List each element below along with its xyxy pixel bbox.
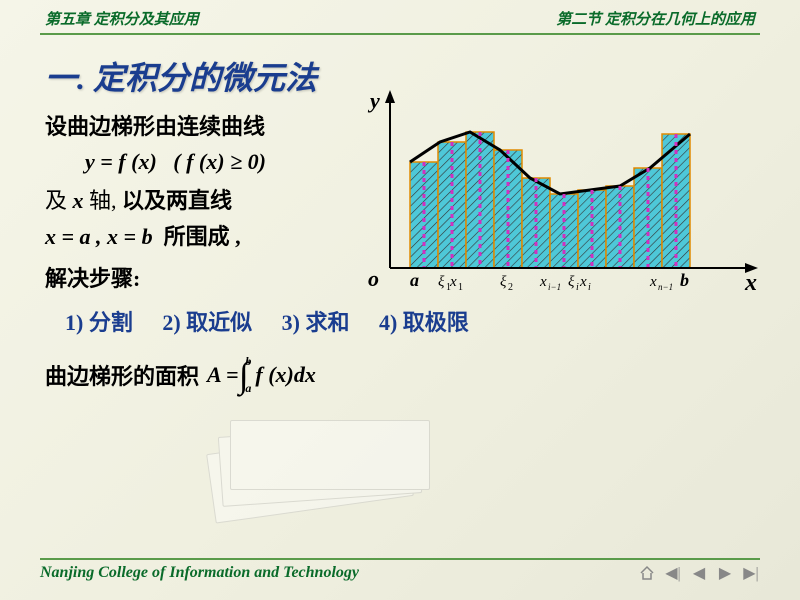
steps-row: 1) 分割 2) 取近似 3) 求和 4) 取极限 <box>65 305 755 337</box>
svg-text:x: x <box>579 274 587 290</box>
t: a <box>245 382 251 395</box>
area-line: 曲边梯形的面积 A = ∫ b a f (x)dx <box>45 355 755 395</box>
svg-text:ξ: ξ <box>438 274 445 290</box>
svg-text:i−1: i−1 <box>548 282 561 292</box>
t: 轴, <box>89 188 122 213</box>
prev-icon[interactable]: ◀ <box>690 564 708 582</box>
footer-text: Nanjing College of Information and Techn… <box>40 564 359 582</box>
t: f (x)dx <box>255 362 315 388</box>
step-4: 4) 取极限 <box>379 310 469 335</box>
svg-text:x: x <box>449 274 457 290</box>
svg-text:x: x <box>744 270 757 296</box>
t: x = a , x = b <box>45 224 153 249</box>
svg-text:n−1: n−1 <box>658 282 673 292</box>
header-right: 第二节 定积分在几何上的应用 <box>556 8 755 29</box>
next-icon[interactable]: ▶ <box>716 564 734 582</box>
svg-text:ξ: ξ <box>568 274 575 290</box>
step-3: 3) 求和 <box>282 310 350 335</box>
svg-text:1: 1 <box>458 282 463 293</box>
t: x <box>73 188 84 213</box>
t: 所围成 , <box>158 224 241 249</box>
prev-skip-icon[interactable]: ◀| <box>664 564 682 582</box>
step-2: 2) 取近似 <box>162 310 252 335</box>
footer-rule <box>40 558 760 560</box>
svg-text:a: a <box>410 270 419 290</box>
next-skip-icon[interactable]: ▶| <box>742 564 760 582</box>
svg-text:i: i <box>588 282 591 293</box>
nav-icons: ◀| ◀ ▶ ▶| <box>638 564 760 582</box>
t: b <box>245 355 251 368</box>
svg-text:b: b <box>680 270 689 290</box>
t: A = <box>207 362 239 388</box>
svg-text:ξ: ξ <box>500 274 507 290</box>
home-icon[interactable] <box>638 564 656 582</box>
svg-text:x: x <box>649 274 657 290</box>
step-1: 1) 分割 <box>65 310 133 335</box>
paper-stack-decor <box>200 400 460 520</box>
t: 以及两直线 <box>122 188 232 213</box>
svg-text:2: 2 <box>508 282 513 293</box>
integral-bounds: b a <box>245 355 251 395</box>
area-formula: A = ∫ b a f (x)dx <box>207 355 316 395</box>
svg-text:y: y <box>367 88 380 113</box>
svg-text:x: x <box>539 274 547 290</box>
t: 及 <box>45 188 67 213</box>
chart-svg: yoxaξ1x1ξ2xi−1ξixixn−1b <box>350 88 770 308</box>
riemann-chart: yoxaξ1x1ξ2xi−1ξixixn−1b <box>350 88 770 308</box>
header-left: 第五章 定积分及其应用 <box>45 8 199 29</box>
svg-text:o: o <box>368 266 379 291</box>
area-label: 曲边梯形的面积 <box>45 359 199 391</box>
svg-text:i: i <box>576 282 579 293</box>
